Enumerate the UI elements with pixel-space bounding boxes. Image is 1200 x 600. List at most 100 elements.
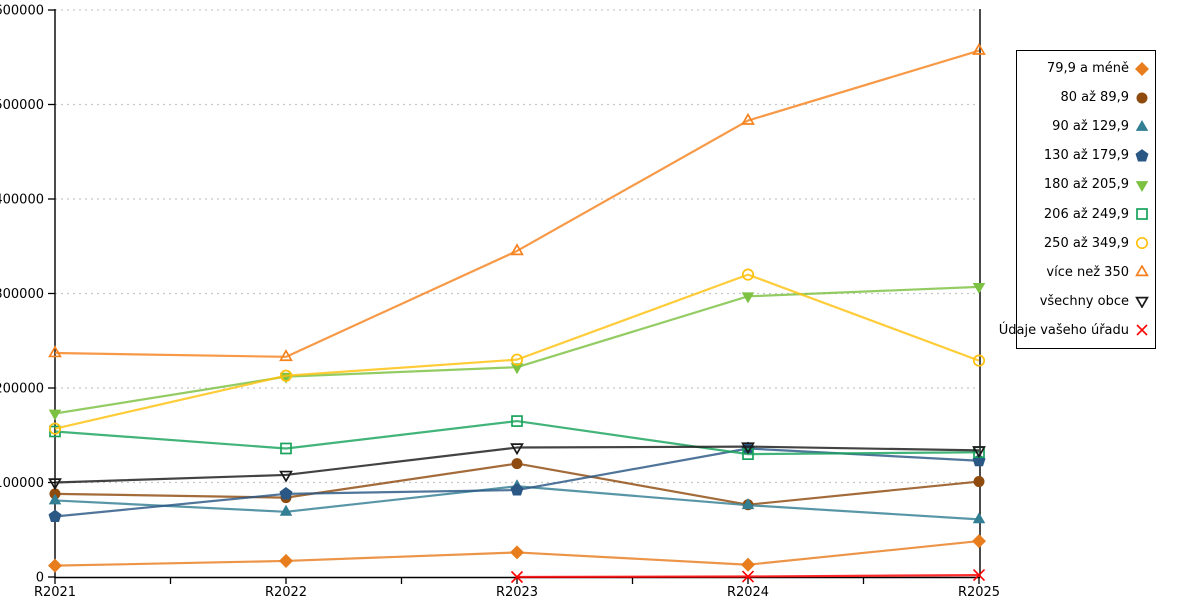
legend-item: 206 až 249,9 [1021, 207, 1149, 221]
data-point-marker [510, 243, 524, 256]
pentagon-marker-icon [1135, 149, 1149, 163]
legend-label: více než 350 [1046, 264, 1129, 280]
x-axis-label: R2021 [34, 585, 76, 600]
diamond-marker-icon [1135, 61, 1149, 76]
series-line [54, 49, 980, 358]
data-point-marker [48, 422, 62, 435]
legend-label: 180 až 205,9 [1043, 177, 1129, 193]
data-point-marker [740, 557, 756, 572]
series-všechny obce [48, 442, 986, 491]
data-point-marker [279, 487, 293, 500]
legend-label: 79,9 a méně [1046, 61, 1129, 77]
legend-label: 80 až 89,9 [1060, 90, 1129, 106]
legend-item: 130 až 179,9 [1021, 149, 1149, 163]
data-point-marker [741, 442, 755, 455]
x-marker-icon [1135, 323, 1149, 337]
data-point-marker [972, 42, 986, 55]
data-point-marker [741, 112, 755, 125]
triangle-up-legend-glyph [1135, 119, 1149, 131]
circle-marker-icon [1135, 91, 1149, 105]
data-point-marker [741, 268, 755, 281]
data-point-marker [509, 545, 525, 560]
data-point-marker [47, 558, 63, 573]
data-point-marker [972, 446, 986, 459]
data-point-marker [972, 354, 986, 367]
y-axis-label: 0 [36, 571, 44, 586]
data-point-marker [971, 534, 987, 549]
legend-label: Údaje vašeho úřadu [998, 322, 1129, 338]
data-point-marker [48, 345, 62, 358]
data-point-marker [279, 349, 293, 362]
data-point-marker [741, 570, 755, 583]
y-axis-label: 200000 [0, 382, 44, 397]
y-axis-label: 500000 [0, 98, 44, 113]
y-axis-label: 400000 [0, 193, 44, 208]
data-point-marker [279, 470, 293, 483]
data-point-marker [279, 369, 293, 382]
x-axis-label: R2023 [496, 585, 538, 600]
data-point-marker [278, 553, 294, 568]
series-více než 350 [48, 42, 986, 362]
legend-item: 250 až 349,9 [1021, 236, 1149, 250]
triangle-up-legend-glyph [1135, 265, 1149, 277]
x-axis-label: R2022 [265, 585, 307, 600]
data-point-marker [973, 476, 985, 488]
data-point-marker [279, 504, 293, 516]
data-point-marker [48, 409, 62, 421]
x-axis-label: R2024 [727, 585, 769, 600]
data-point-marker [741, 292, 755, 304]
data-point-marker [48, 478, 62, 491]
data-point-marker [280, 442, 292, 455]
series-250 až 349,9 [48, 268, 986, 435]
legend-label: všechny obce [1039, 293, 1129, 309]
series-line [54, 273, 980, 430]
data-point-marker [510, 353, 524, 366]
data-point-marker [48, 493, 62, 505]
legend-item: 79,9 a méně [1021, 61, 1149, 77]
x-axis-label: R2025 [958, 585, 1000, 600]
series-line [54, 445, 980, 484]
legend-item: 90 až 129,9 [1021, 119, 1149, 135]
triangle-down-marker-icon [1135, 178, 1149, 192]
series-line [54, 419, 980, 456]
data-point-marker [510, 443, 524, 456]
legend-item: 80 až 89,9 [1021, 91, 1149, 105]
legend-item: všechny obce [1021, 293, 1149, 309]
data-point-marker [972, 569, 986, 582]
circle-legend-glyph [1136, 92, 1148, 104]
legend-label: 90 až 129,9 [1052, 119, 1129, 135]
y-axis-label: 600000 [0, 4, 44, 19]
square-legend-glyph [1136, 208, 1148, 220]
data-point-marker [741, 498, 755, 510]
triangle-down-legend-glyph [1135, 181, 1149, 192]
triangle-up-marker-icon [1135, 119, 1149, 134]
data-point-marker [972, 282, 986, 294]
triangle-down-legend-glyph [1135, 297, 1149, 309]
open-square-marker-icon [1135, 207, 1149, 221]
data-point-marker [510, 483, 524, 496]
series-Údaje vašeho úřadu [510, 569, 986, 584]
y-axis-label: 300000 [0, 287, 44, 302]
y-axis-label: 100000 [0, 476, 44, 491]
legend-label: 206 až 249,9 [1043, 206, 1129, 222]
series-180 až 205,9 [48, 282, 986, 421]
data-point-marker [511, 458, 523, 470]
data-point-marker [972, 512, 986, 524]
legend-label: 130 až 179,9 [1043, 148, 1129, 164]
open-circle-marker-icon [1135, 236, 1149, 250]
open-triangle-down-marker-icon [1135, 294, 1149, 309]
series-line [54, 285, 980, 415]
data-point-marker [510, 363, 524, 375]
pentagon-legend-glyph [1135, 149, 1149, 162]
axes: 0 100000 200000 300000 400000 500000 600000 R20… [0, 4, 1000, 600]
circle-legend-glyph [1135, 237, 1149, 250]
series-79,9 a méně [47, 534, 987, 573]
data-point-marker [510, 570, 524, 584]
legend-item: více než 350 [1021, 265, 1149, 279]
legend-label: 250 až 349,9 [1043, 235, 1129, 251]
legend: 79,9 a méně 80 až 89,9 90 až 129,9 130 a… [999, 50, 1156, 349]
open-triangle-up-marker-icon [1135, 265, 1149, 279]
diamond-legend-glyph [1135, 61, 1149, 76]
